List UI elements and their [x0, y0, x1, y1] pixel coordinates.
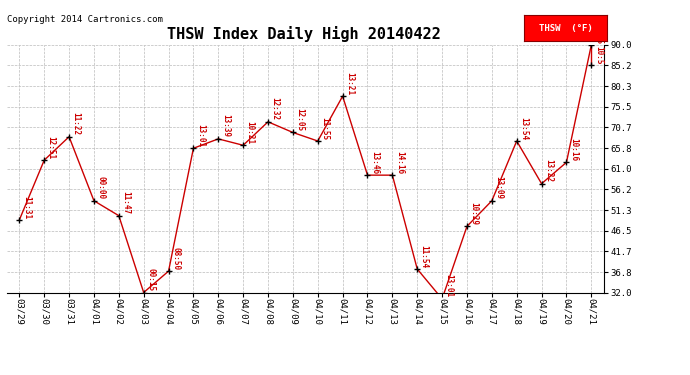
- Text: 10:5: 10:5: [594, 46, 603, 64]
- Text: THSW  (°F): THSW (°F): [539, 24, 593, 33]
- Text: 12:05: 12:05: [295, 108, 304, 131]
- Text: 13:01: 13:01: [196, 124, 205, 147]
- Text: 10:16: 10:16: [569, 138, 578, 161]
- Text: 11:55: 11:55: [320, 117, 329, 140]
- Text: 13:22: 13:22: [544, 159, 553, 182]
- Text: 12:32: 12:32: [270, 98, 279, 120]
- Text: 14:16: 14:16: [395, 151, 404, 174]
- Text: Copyright 2014 Cartronics.com: Copyright 2014 Cartronics.com: [7, 15, 163, 24]
- Text: 10:21: 10:21: [246, 121, 255, 144]
- Text: 13:01: 13:01: [444, 274, 453, 298]
- Text: 13:54: 13:54: [519, 117, 529, 140]
- Text: 13:09: 13:09: [494, 176, 503, 200]
- Text: 11:31: 11:31: [22, 195, 31, 219]
- Text: 13:39: 13:39: [221, 114, 230, 138]
- Text: 10:29: 10:29: [469, 202, 478, 225]
- Text: 11:54: 11:54: [420, 244, 428, 268]
- Text: 15:45: 15:45: [594, 21, 603, 44]
- Text: 08:50: 08:50: [171, 247, 180, 270]
- Text: 00:15: 00:15: [146, 268, 155, 291]
- Text: 13:46: 13:46: [370, 151, 379, 174]
- Text: THSW Index Daily High 20140422: THSW Index Daily High 20140422: [167, 26, 440, 42]
- Text: 11:22: 11:22: [72, 112, 81, 135]
- Text: 12:51: 12:51: [47, 136, 56, 159]
- Text: 13:21: 13:21: [345, 72, 354, 95]
- Text: 00:00: 00:00: [97, 176, 106, 200]
- Text: 11:47: 11:47: [121, 191, 130, 214]
